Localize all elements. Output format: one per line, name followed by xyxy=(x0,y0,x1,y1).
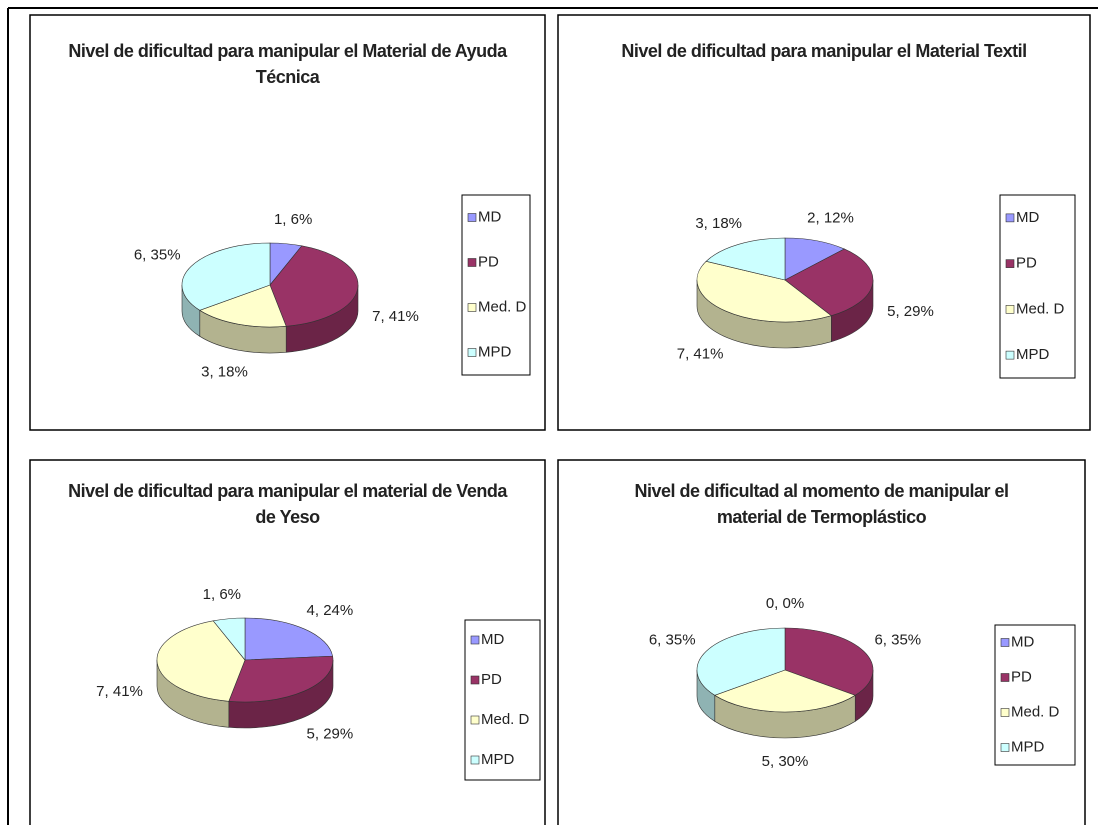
legend-swatch xyxy=(1005,305,1015,314)
legend-swatch xyxy=(470,675,480,685)
legend-swatch xyxy=(1000,708,1010,717)
legend-label: MD xyxy=(478,208,501,225)
legend-label: MD xyxy=(1011,633,1034,650)
legend-label: MPD xyxy=(1011,738,1045,755)
legend-swatch xyxy=(1000,743,1010,752)
data-label: 0, 0% xyxy=(766,595,804,612)
legend-swatch xyxy=(467,348,477,357)
legend-label: MPD xyxy=(478,343,512,360)
legend-swatch xyxy=(467,303,477,312)
data-label: 6, 35% xyxy=(649,632,696,649)
slice xyxy=(199,284,287,328)
data-label: 5, 29% xyxy=(307,726,354,743)
slice xyxy=(156,620,246,702)
chart-title: Nivel de dificultad para manipular el Ma… xyxy=(621,41,1027,61)
legend-swatch xyxy=(1000,638,1010,647)
data-label: 7, 41% xyxy=(677,346,724,363)
chart-title: Nivel de dificultad para manipular el ma… xyxy=(68,481,507,527)
data-label: 3, 18% xyxy=(201,364,248,381)
data-label: 7, 41% xyxy=(372,308,419,325)
legend xyxy=(461,194,531,376)
legend xyxy=(994,624,1076,766)
legend-label: PD xyxy=(481,671,502,688)
slice xyxy=(228,655,334,703)
legend-swatch xyxy=(470,715,480,725)
slice xyxy=(696,260,832,323)
slice xyxy=(212,617,246,661)
slice xyxy=(269,245,359,327)
legend-label: PD xyxy=(1016,255,1037,272)
legend-label: Med. D xyxy=(481,711,530,728)
data-label: 7, 41% xyxy=(96,683,143,700)
legend-label: PD xyxy=(478,253,499,270)
chart-title: Nivel de dificultad para manipular el Ma… xyxy=(68,41,507,87)
slice xyxy=(784,237,845,281)
legend-swatch xyxy=(1005,213,1015,223)
legend xyxy=(999,194,1076,379)
slice xyxy=(784,627,874,696)
legend-label: PD xyxy=(1011,668,1032,685)
data-label: 1, 6% xyxy=(203,586,241,603)
legend-swatch xyxy=(470,755,480,765)
legend-swatch xyxy=(467,213,477,222)
legend-swatch xyxy=(470,635,480,645)
legend-label: MD xyxy=(1016,209,1039,226)
legend-swatch xyxy=(1000,673,1010,682)
slice xyxy=(244,617,333,661)
data-label: 5, 29% xyxy=(887,303,934,320)
legend-label: Med. D xyxy=(1011,703,1060,720)
legend-swatch xyxy=(1005,350,1015,360)
legend xyxy=(464,619,541,781)
legend-label: Med. D xyxy=(1016,300,1065,317)
legend-swatch xyxy=(467,258,477,267)
legend-label: Med. D xyxy=(478,298,527,315)
data-label: 3, 18% xyxy=(695,215,742,232)
slice xyxy=(705,237,786,281)
legend-label: MPD xyxy=(481,751,515,768)
slice xyxy=(784,248,874,317)
legend-label: MPD xyxy=(1016,346,1050,363)
data-label: 4, 24% xyxy=(307,602,354,619)
data-label: 5, 30% xyxy=(762,753,809,770)
slice xyxy=(181,242,271,311)
legend-swatch xyxy=(1005,259,1015,268)
panel xyxy=(29,14,546,431)
data-label: 2, 12% xyxy=(807,209,854,226)
data-label: 6, 35% xyxy=(134,247,181,264)
data-label: 6, 35% xyxy=(874,632,921,649)
legend-label: MD xyxy=(481,631,504,648)
data-label: 1, 6% xyxy=(274,211,312,228)
slice xyxy=(696,627,786,696)
chart-title: Nivel de dificultad al momento de manipu… xyxy=(634,481,1009,527)
slice xyxy=(714,669,856,713)
